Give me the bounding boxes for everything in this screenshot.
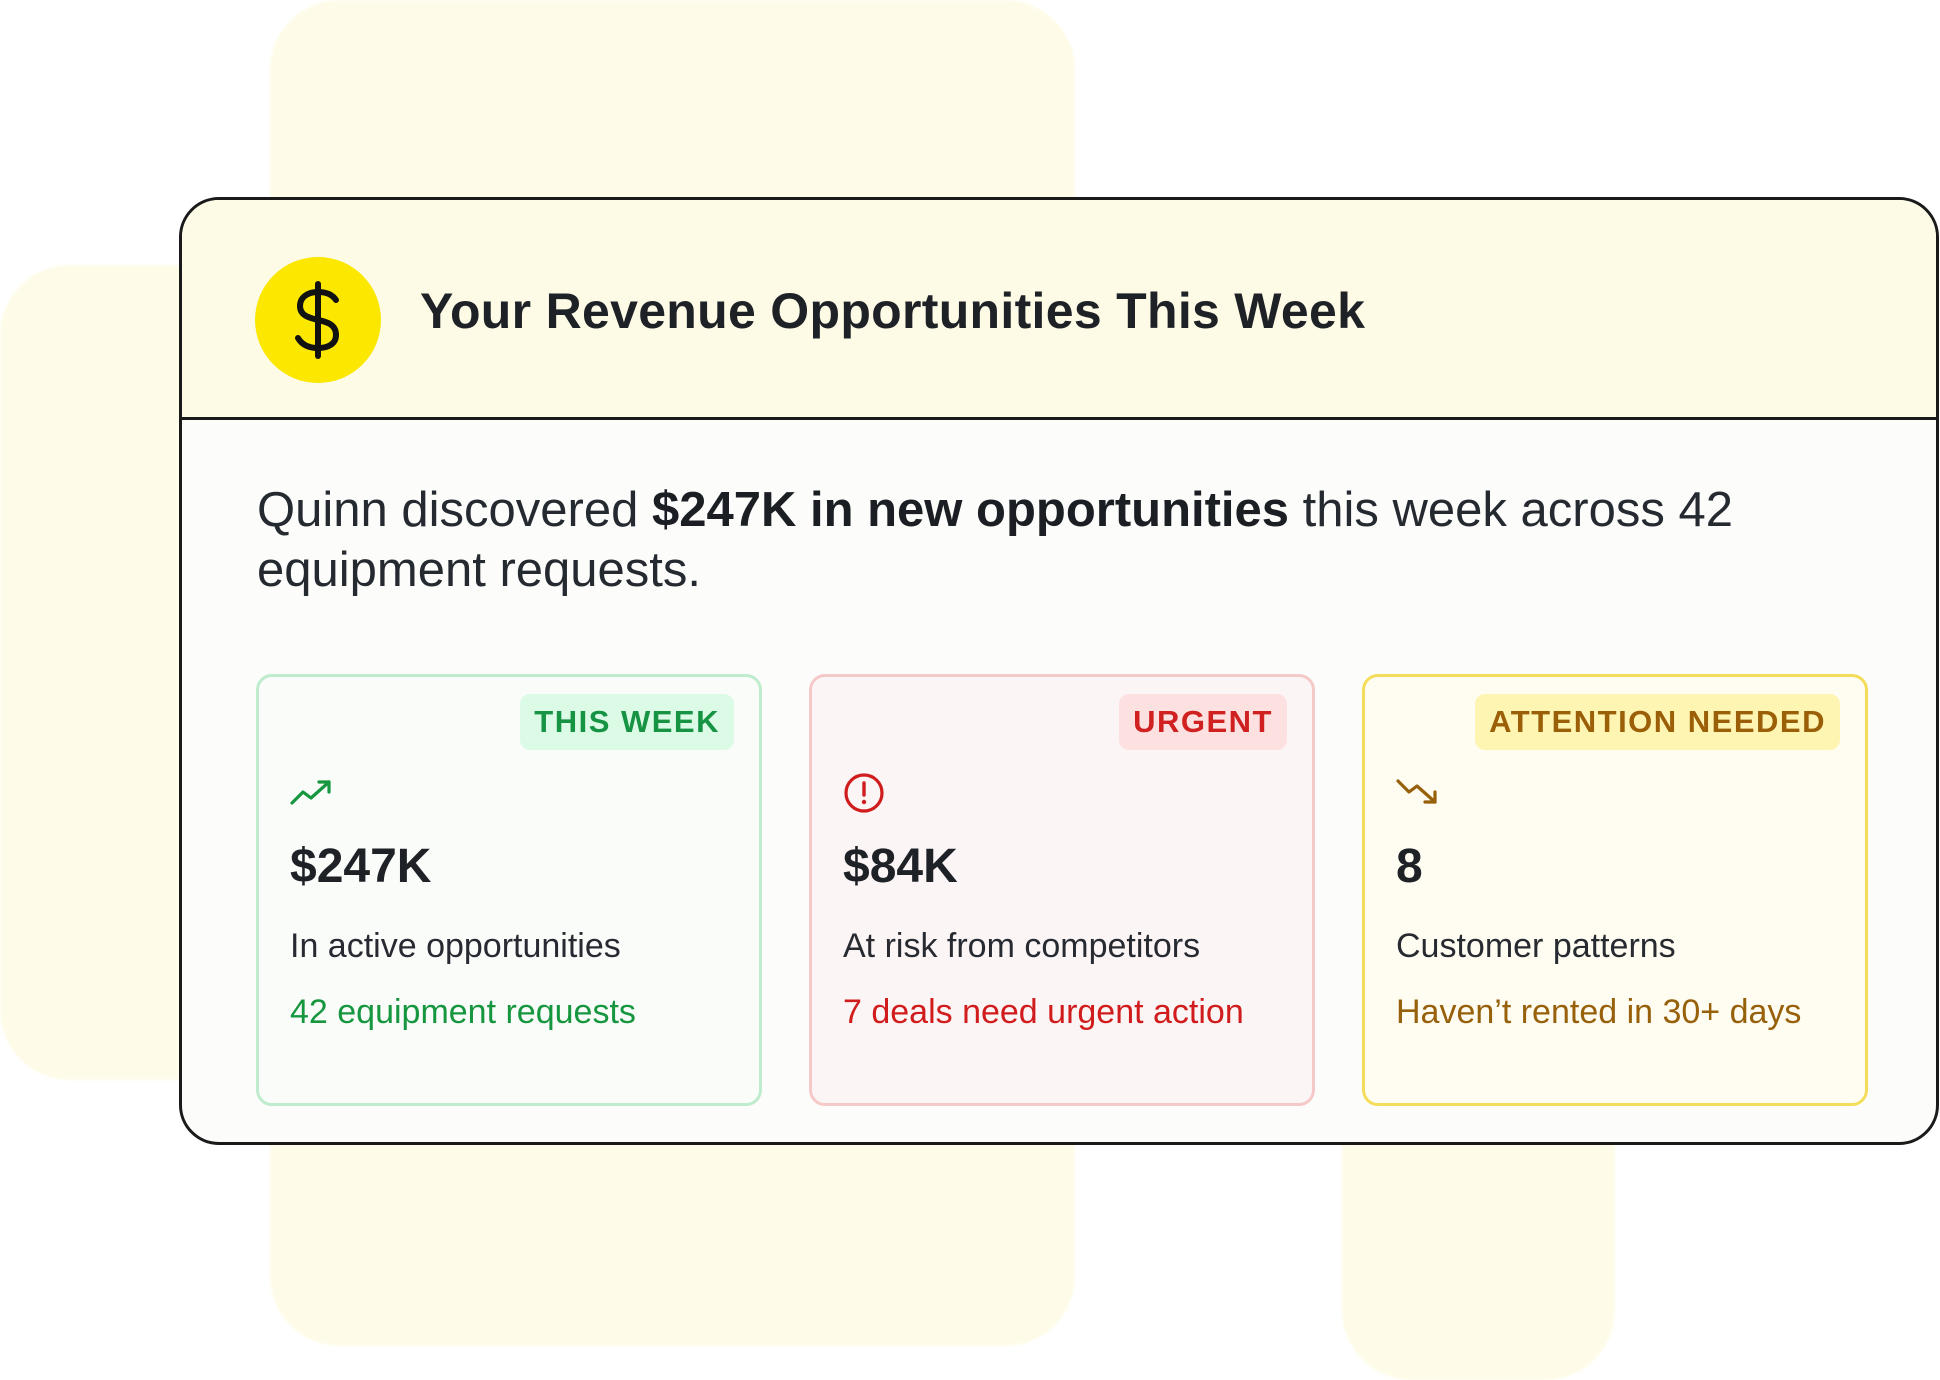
summary-highlight: $247K in new opportunities <box>651 483 1290 537</box>
trending-down-icon <box>1395 777 1441 812</box>
metric-label: In active opportunities <box>290 927 621 965</box>
metric-label: At risk from competitors <box>843 927 1201 965</box>
metric-note: 42 equipment requests <box>290 993 636 1031</box>
metric-value: $84K <box>843 840 958 893</box>
status-badge: URGENT <box>1119 694 1287 750</box>
status-badge: THIS WEEK <box>520 694 734 750</box>
revenue-opportunities-card: Your Revenue Opportunities This Week Qui… <box>179 197 1939 1145</box>
metric-card-urgent[interactable]: URGENT $84K At risk from competitors 7 d… <box>809 674 1315 1106</box>
card-header: Your Revenue Opportunities This Week <box>182 200 1936 420</box>
page-title: Your Revenue Opportunities This Week <box>420 283 1366 339</box>
alert-circle-icon <box>842 771 886 820</box>
metric-card-this-week[interactable]: THIS WEEK $247K In active opportunities … <box>256 674 762 1106</box>
status-badge: ATTENTION NEEDED <box>1475 694 1840 750</box>
metric-value: $247K <box>290 840 432 893</box>
metric-label: Customer patterns <box>1396 927 1676 965</box>
summary-suffix: this week across 42 equipment requests. <box>257 483 1733 597</box>
summary-prefix: Quinn discovered <box>257 483 652 537</box>
dollar-icon <box>255 257 381 383</box>
metric-card-attention-needed[interactable]: ATTENTION NEEDED 8 Customer patterns Hav… <box>1362 674 1868 1106</box>
metric-value: 8 <box>1396 840 1423 893</box>
summary-text: Quinn discovered $247K in new opportunit… <box>257 480 1897 600</box>
metric-note: Haven’t rented in 30+ days <box>1396 993 1802 1031</box>
metric-note: 7 deals need urgent action <box>843 993 1244 1031</box>
trending-up-icon <box>289 777 335 812</box>
